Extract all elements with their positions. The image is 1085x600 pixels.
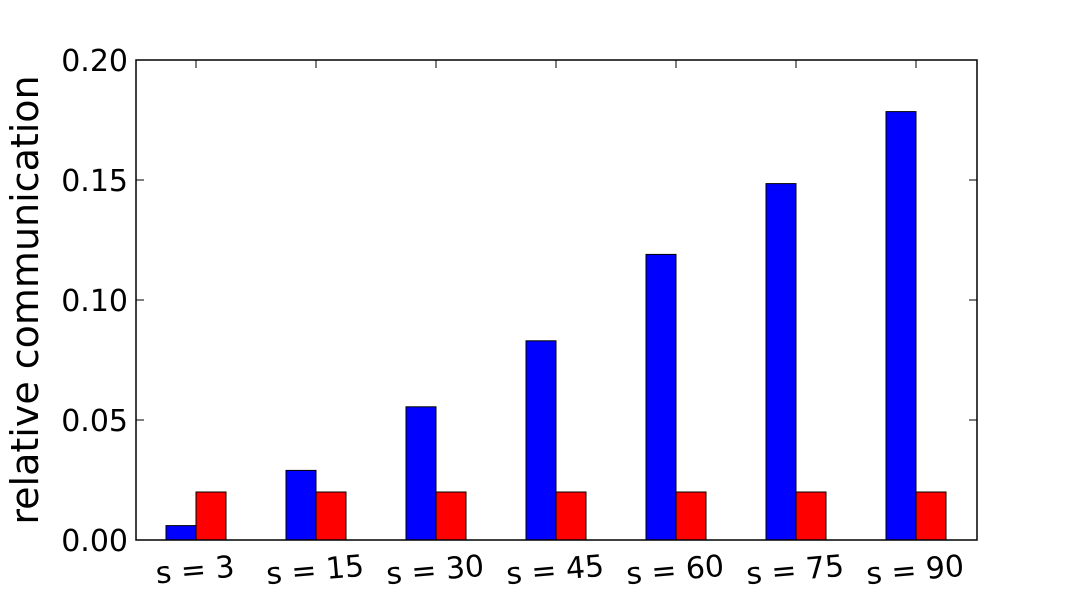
x-tick-label: s = 45 [505,549,606,592]
x-tick-label: s = 60 [625,549,726,592]
y-tick-label: 0.15 [61,164,128,199]
y-tick-label: 0.10 [61,284,128,319]
x-tick-label: s = 30 [385,549,486,592]
bar-series-1-s30 [405,406,437,541]
bar-series-2-s90 [915,491,947,541]
bar-series-1-s15 [285,469,317,541]
labels-group: 0.00 0.05 0.10 0.15 0.20 s = 3 s = 15 s = 30 s =… [61,44,965,592]
bar-series-1-s3 [165,525,197,541]
y-axis-label: relative communication [3,75,47,524]
bar-series-2-s3 [195,491,227,541]
bar-series-2-s30 [435,491,467,541]
bar-series-1-s60 [645,253,677,541]
bar-series-1-s45 [525,340,557,541]
bars-group [165,111,947,541]
x-tick-label: s = 75 [745,549,846,592]
bar-series-2-s45 [555,491,587,541]
ticks-group [136,59,977,541]
x-tick-label: s = 15 [265,549,366,592]
y-tick-label: 0.00 [61,524,128,559]
x-tick-label: s = 3 [154,550,236,592]
bar-series-1-s90 [885,111,917,541]
bar-series-2-s15 [315,491,347,541]
x-tick-label: s = 90 [865,549,966,592]
y-tick-label: 0.05 [61,404,128,439]
bar-series-2-s75 [795,491,827,541]
bar-series-2-s60 [675,491,707,541]
plot-frame [135,59,978,541]
y-tick-label: 0.20 [61,44,128,79]
bar-series-1-s75 [765,183,797,541]
